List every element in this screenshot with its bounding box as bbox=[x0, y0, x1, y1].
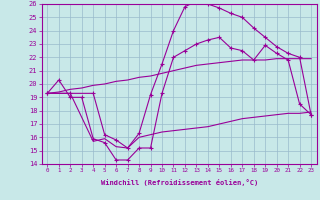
X-axis label: Windchill (Refroidissement éolien,°C): Windchill (Refroidissement éolien,°C) bbox=[100, 179, 258, 186]
